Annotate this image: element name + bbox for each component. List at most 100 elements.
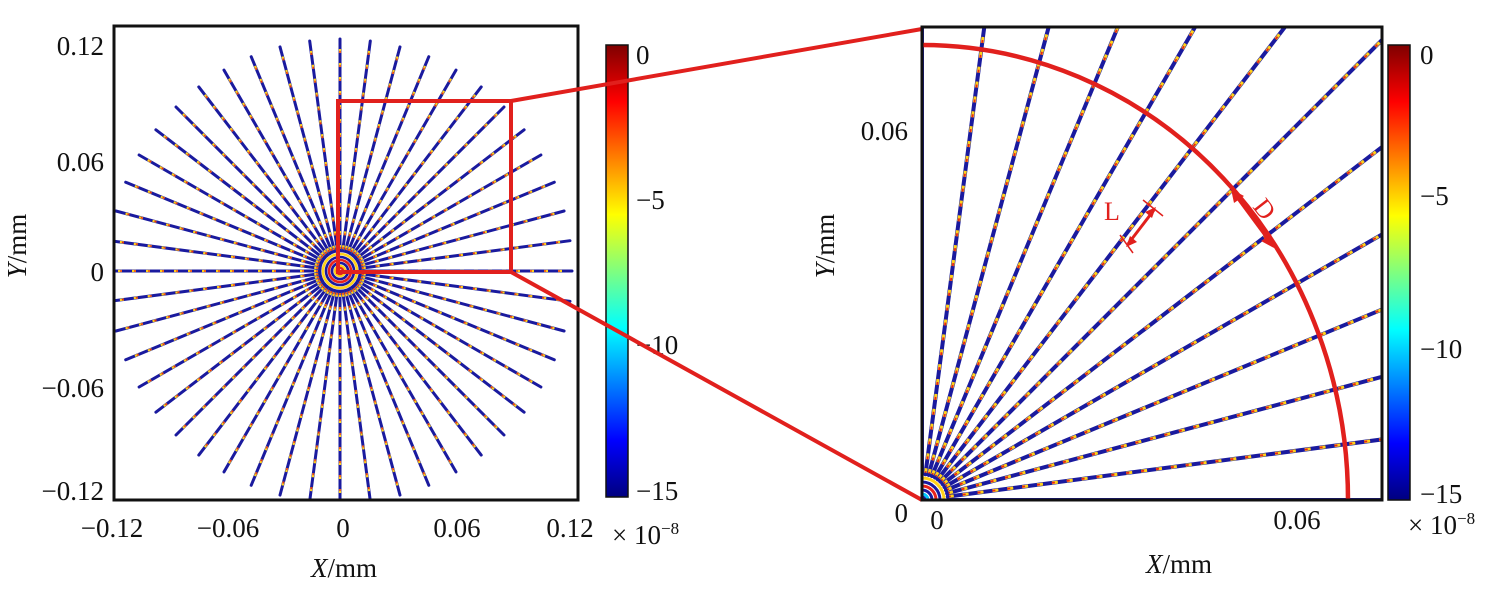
right-spoke	[945, 374, 1382, 496]
left-spoke	[197, 287, 329, 457]
left-y-tick-3: −0.06	[42, 373, 104, 403]
right-spoke	[945, 437, 1382, 499]
left-x-axis-label: X/mm	[310, 553, 377, 583]
left-spoke	[222, 288, 331, 474]
left-spoke	[249, 55, 334, 253]
left-spoke	[346, 289, 431, 487]
left-spoke	[137, 153, 323, 262]
right-colorbar: 0 −5 −10 −15 × 10−8	[1387, 40, 1475, 540]
left-x-tick-3: 0.06	[433, 513, 480, 543]
length-arrowhead-top	[1145, 207, 1156, 218]
left-spoke	[249, 289, 334, 487]
zoom-connector-bottom	[510, 270, 923, 502]
left-spoke	[154, 128, 324, 260]
right-spoke	[938, 37, 1382, 484]
left-spoke	[278, 290, 336, 497]
right-colorbar-multiplier: × 10−8	[1408, 509, 1475, 540]
left-spoke	[137, 280, 323, 389]
zoom-indicator	[336, 27, 923, 502]
left-spoke	[344, 45, 402, 252]
length-marker-tick-bottom	[1119, 234, 1134, 254]
left-colorbar-tick-0: 0	[636, 40, 650, 70]
right-spoke	[933, 27, 1198, 480]
right-y-axis-label: Y/mm	[810, 214, 840, 279]
length-arrowhead-bottom	[1126, 236, 1137, 247]
length-marker-tick-top	[1142, 199, 1164, 217]
zoom-connector-top	[510, 27, 923, 103]
left-spoke	[341, 39, 372, 251]
left-spoke	[360, 272, 572, 303]
left-colorbar: 0 −5 −10 −15 × 10−8	[605, 40, 679, 550]
right-spoke	[923, 27, 987, 477]
left-y-tick-1: 0.06	[57, 147, 104, 177]
spacing-arrowhead-bottom	[1261, 234, 1274, 248]
left-spoke	[341, 291, 372, 500]
left-spoke	[358, 180, 556, 265]
left-spoke	[114, 272, 320, 303]
left-colorbar-tick-3: −15	[636, 476, 678, 506]
left-x-tick-4: 0.12	[546, 513, 593, 543]
left-spoke	[358, 277, 556, 362]
spacing-arrowhead-top	[1231, 189, 1244, 203]
left-plot-frame	[112, 24, 580, 502]
right-panel: L D 0.06 0 0 0.06 X/mm Y/mm	[810, 25, 1384, 579]
left-spoke	[114, 209, 321, 267]
right-x-tick-1: 0.06	[1273, 505, 1320, 535]
left-spoke	[359, 209, 566, 267]
left-spoke	[351, 287, 483, 457]
left-y-axis-label: Y/mm	[2, 214, 32, 279]
left-x-tick-2: 0	[336, 513, 350, 543]
right-spoke	[942, 232, 1382, 489]
right-colorbar-tick-2: −10	[1420, 334, 1462, 364]
left-spoke	[356, 282, 526, 414]
spacing-marker-arrow	[1234, 195, 1272, 243]
left-spoke	[124, 180, 322, 265]
right-x-axis-label: X/mm	[1145, 549, 1212, 579]
left-y-tick-2: 0	[91, 257, 105, 287]
right-spokes	[922, 27, 1382, 500]
right-spoke	[944, 307, 1382, 493]
left-y-tick-0: 0.12	[57, 31, 104, 61]
left-spoke	[222, 68, 331, 254]
right-y-tick-0: 0.06	[861, 116, 908, 146]
left-spoke	[124, 277, 322, 362]
left-spoke	[356, 128, 526, 260]
left-spoke	[197, 85, 329, 255]
left-spoke	[354, 285, 506, 437]
left-spoke	[351, 85, 483, 255]
left-spoke	[278, 45, 336, 252]
left-spoke	[359, 275, 566, 333]
left-spoke	[349, 288, 458, 474]
right-x-tick-0: 0	[930, 505, 944, 535]
length-label: L	[1104, 197, 1120, 226]
right-spoke	[929, 27, 1121, 478]
left-x-tick-1: −0.06	[197, 513, 259, 543]
left-spoke	[174, 285, 326, 437]
measurement-arc	[921, 42, 1351, 501]
left-panel: 0.12 0.06 0 −0.06 −0.12 −0.12 −0.06 0 0.…	[2, 24, 594, 583]
left-spoke	[114, 239, 320, 270]
right-colorbar-gradient	[1387, 44, 1411, 501]
left-spoke	[357, 280, 543, 389]
left-spoke	[154, 282, 324, 414]
right-spoke	[940, 144, 1382, 487]
right-spoke	[926, 27, 1051, 477]
left-spoke	[308, 291, 339, 500]
right-colorbar-tick-1: −5	[1420, 181, 1449, 211]
left-colorbar-tick-1: −5	[636, 185, 665, 215]
left-spoke	[346, 55, 431, 253]
left-spoke	[308, 39, 339, 251]
left-spoke	[344, 290, 402, 497]
right-colorbar-tick-0: 0	[1420, 40, 1434, 70]
right-colorbar-tick-3: −15	[1420, 479, 1462, 509]
left-colorbar-gradient	[605, 44, 629, 498]
zoom-box	[336, 99, 513, 274]
left-x-tick-0: −0.12	[81, 513, 143, 543]
length-marker: L	[1104, 197, 1164, 254]
right-origin-label: 0	[895, 498, 909, 528]
left-colorbar-multiplier: × 10−8	[612, 519, 679, 550]
left-spoke	[114, 275, 321, 333]
right-plot-frame	[920, 25, 1384, 502]
left-spoke	[360, 239, 572, 270]
